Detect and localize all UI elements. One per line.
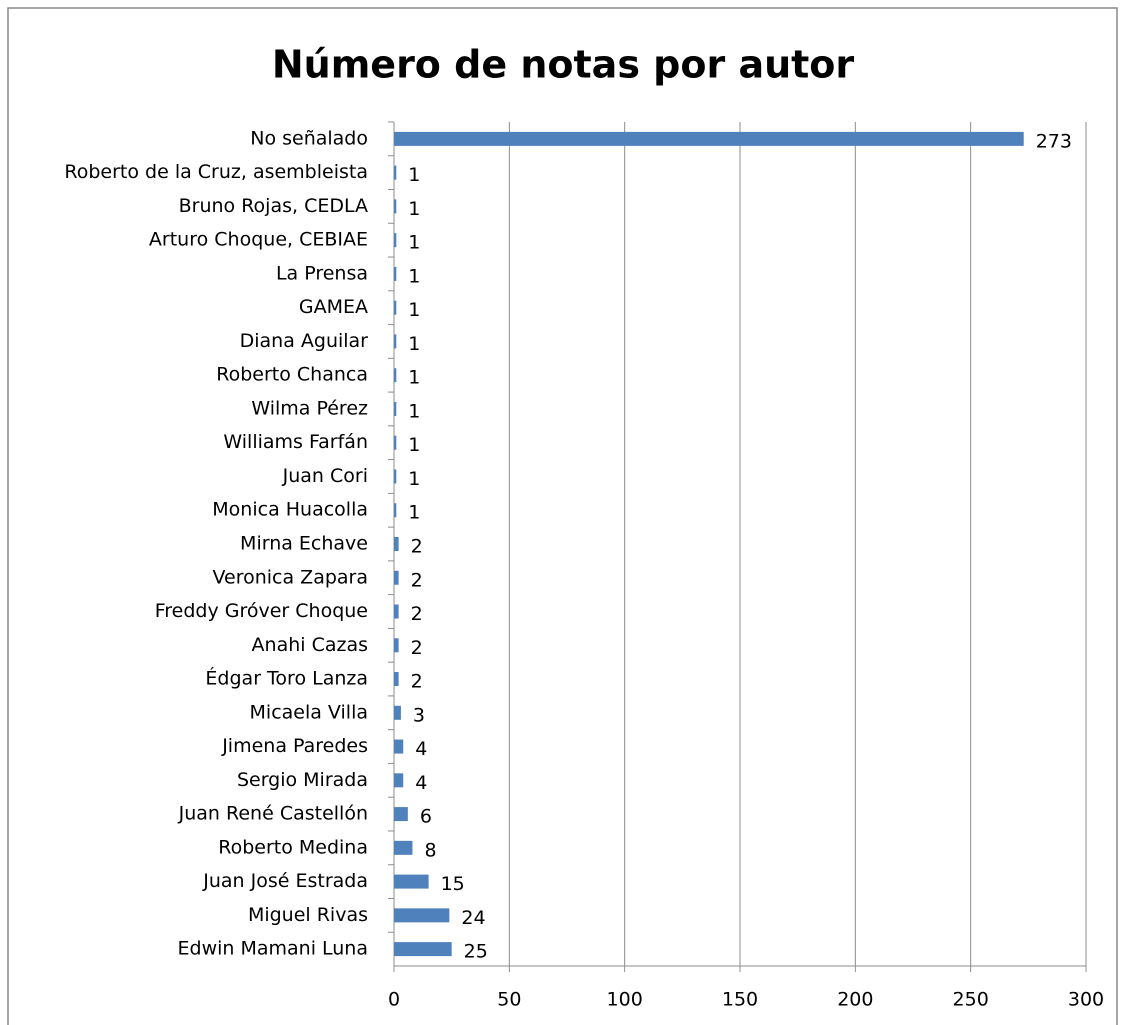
bar	[394, 131, 1024, 146]
bar	[394, 570, 399, 585]
data-label: 1	[408, 265, 420, 287]
x-tick-label: 0	[388, 989, 400, 1011]
y-tick-label: Edwin Mamani Luna	[178, 938, 369, 960]
x-tick-label: 150	[722, 989, 758, 1011]
data-label: 4	[415, 738, 427, 760]
y-tick-label: Juan José Estrada	[202, 870, 368, 892]
y-tick-label: Mirna Echave	[240, 533, 368, 555]
bar	[394, 334, 397, 349]
chart-title: Número de notas por autor	[272, 43, 855, 87]
data-label: 3	[413, 704, 425, 726]
y-tick-label: Jimena Paredes	[221, 735, 368, 757]
data-label: 1	[408, 232, 420, 254]
bar	[394, 199, 397, 214]
bar	[394, 672, 399, 687]
y-tick-label: Veronica Zapara	[213, 566, 369, 588]
y-tick-label: Édgar Toro Lanza	[205, 667, 368, 690]
bar	[394, 537, 399, 551]
data-label: 25	[464, 941, 488, 963]
data-label: 1	[408, 198, 420, 220]
y-tick-label: No señalado	[250, 127, 368, 149]
bar	[394, 807, 408, 822]
bar	[394, 739, 404, 754]
y-tick-label: Roberto de la Cruz, asembleista	[64, 161, 368, 183]
y-tick-label: Juan René Castellón	[178, 803, 368, 825]
bar	[394, 840, 413, 855]
data-label: 273	[1036, 130, 1072, 152]
y-tick-label: Freddy Gróver Choque	[155, 600, 368, 622]
data-label: 1	[408, 400, 420, 422]
bar	[394, 503, 397, 518]
bar	[394, 368, 397, 383]
data-label: 1	[408, 502, 420, 524]
x-tick-label: 50	[497, 989, 521, 1011]
bar	[394, 604, 399, 619]
data-label: 1	[408, 299, 420, 321]
bar	[394, 165, 397, 180]
y-tick-label: Roberto Chanca	[216, 364, 368, 386]
x-tick-label: 300	[1068, 989, 1104, 1011]
data-label: 6	[420, 806, 432, 828]
y-tick-label: Micaela Villa	[250, 701, 368, 723]
y-tick-label: Monica Huacolla	[212, 499, 368, 521]
data-label: 2	[411, 603, 423, 625]
data-label: 24	[461, 907, 485, 929]
bar	[394, 401, 397, 416]
x-tick-label: 100	[607, 989, 643, 1011]
data-label: 1	[408, 468, 420, 490]
data-label: 1	[408, 367, 420, 389]
y-tick-label: Diana Aguilar	[240, 330, 369, 352]
bar	[394, 942, 452, 957]
y-tick-label: GAMEA	[299, 296, 368, 318]
bar	[394, 300, 397, 315]
x-tick-label: 200	[837, 989, 873, 1011]
y-tick-label: Williams Farfán	[223, 431, 368, 453]
y-tick-label: Juan Cori	[282, 465, 368, 487]
y-tick-label: Roberto Medina	[218, 836, 368, 858]
bar	[394, 435, 397, 450]
data-label: 4	[415, 772, 427, 794]
y-tick-label: Sergio Mirada	[237, 769, 368, 791]
y-tick-label: Anahi Cazas	[252, 634, 368, 656]
bar	[394, 908, 450, 923]
y-tick-label: Arturo Choque, CEBIAE	[149, 229, 368, 251]
data-label: 15	[441, 873, 465, 895]
data-label: 2	[411, 536, 423, 558]
x-tick-label: 250	[953, 989, 989, 1011]
data-label: 8	[424, 839, 436, 861]
bar	[394, 233, 397, 248]
y-tick-label: Bruno Rojas, CEDLA	[179, 195, 368, 217]
bar	[394, 638, 399, 653]
chart-frame	[7, 7, 1118, 1025]
bar	[394, 874, 429, 889]
bar	[394, 773, 404, 788]
data-label: 2	[411, 671, 423, 693]
y-tick-label: Miguel Rivas	[248, 904, 368, 926]
data-label: 2	[411, 569, 423, 591]
bar	[394, 469, 397, 484]
data-label: 1	[408, 434, 420, 456]
bar	[394, 266, 397, 281]
bar	[394, 705, 401, 720]
data-label: 1	[408, 164, 420, 186]
data-label: 1	[408, 333, 420, 355]
y-tick-label: Wilma Pérez	[251, 397, 368, 419]
y-tick-label: La Prensa	[276, 262, 368, 284]
data-label: 2	[411, 637, 423, 659]
